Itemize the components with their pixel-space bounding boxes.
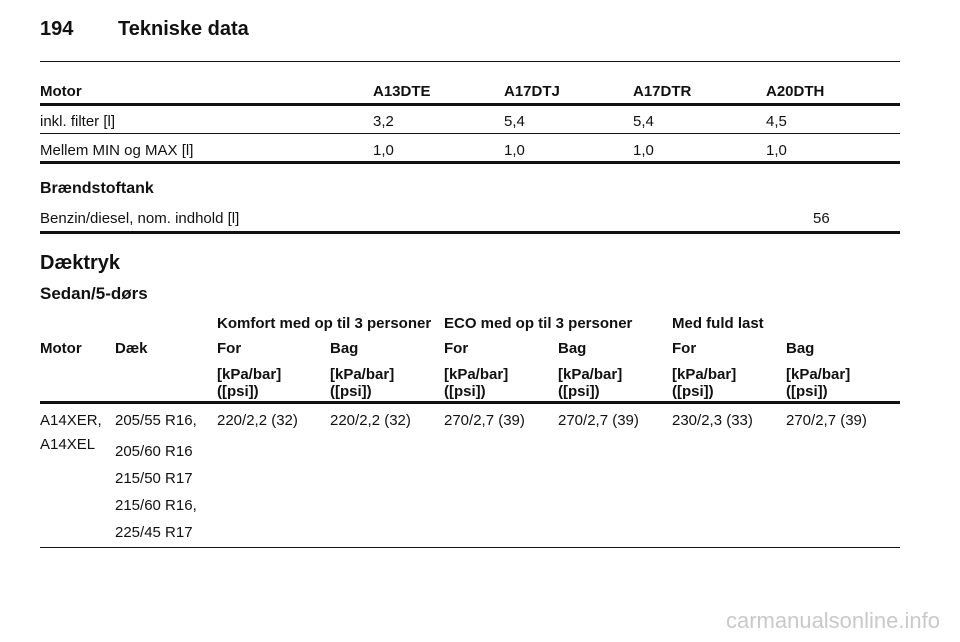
column-header-position: For — [444, 340, 469, 357]
column-header-motor: Motor — [40, 340, 82, 357]
column-header-motor: Motor — [40, 83, 82, 100]
page-number: 194 — [40, 18, 74, 40]
fuel-tank-value: 56 — [813, 210, 830, 227]
watermark: carmanualsonline.info — [725, 608, 940, 633]
column-unit: [kPa/bar] ([psi]) — [217, 366, 282, 400]
column-header-position: Bag — [558, 340, 587, 357]
motor-name: A14XER, — [40, 412, 102, 429]
fuel-tank-label: Benzin/diesel, nom. indhold [l] — [40, 210, 240, 227]
cell-value: 1,0 — [633, 142, 654, 159]
group-header-full-load: Med fuld last — [672, 315, 764, 332]
tire-header-rule — [40, 401, 900, 404]
tire-pressure-title: Dæktryk — [40, 252, 121, 274]
tire-size: 215/60 R16, — [115, 497, 197, 514]
cell-value: 4,5 — [766, 113, 787, 130]
column-unit: [kPa/bar] ([psi]) — [558, 366, 623, 400]
column-header-a13dte: A13DTE — [373, 83, 431, 100]
pressure-value: 230/2,3 (33) — [672, 412, 753, 429]
column-unit: [kPa/bar] ([psi]) — [444, 366, 509, 400]
column-header-a20dth: A20DTH — [766, 83, 825, 100]
page-title: Tekniske data — [118, 18, 249, 40]
cell-value: 1,0 — [766, 142, 787, 159]
row-label: Mellem MIN og MAX [l] — [40, 142, 194, 159]
column-header-position: For — [217, 340, 242, 357]
tire-size: 215/50 R17 — [115, 470, 193, 487]
column-unit: [kPa/bar] ([psi]) — [672, 366, 737, 400]
row-label: inkl. filter [l] — [40, 113, 116, 130]
group-header-eco: ECO med op til 3 personer — [444, 315, 633, 332]
header-divider — [40, 61, 900, 62]
table-header-rule — [40, 103, 900, 106]
column-header-position: Bag — [786, 340, 815, 357]
fuel-tank-rule — [40, 231, 900, 234]
row-divider — [40, 133, 900, 134]
tire-size: 205/60 R16 — [115, 443, 193, 460]
column-header-tire: Dæk — [115, 340, 148, 357]
tire-size: 225/45 R17 — [115, 524, 193, 541]
table-bottom-rule — [40, 161, 900, 164]
column-unit: [kPa/bar] ([psi]) — [330, 366, 395, 400]
cell-value: 5,4 — [633, 113, 654, 130]
cell-value: 3,2 — [373, 113, 394, 130]
column-header-position: Bag — [330, 340, 359, 357]
column-header-a17dtj: A17DTJ — [504, 83, 560, 100]
column-header-position: For — [672, 340, 697, 357]
pressure-value: 220/2,2 (32) — [217, 412, 298, 429]
column-header-a17dtr: A17DTR — [633, 83, 692, 100]
cell-value: 1,0 — [504, 142, 525, 159]
pressure-value: 270/2,7 (39) — [786, 412, 867, 429]
tire-bottom-rule — [40, 547, 900, 548]
tire-pressure-subtitle: Sedan/5-dørs — [40, 284, 148, 303]
fuel-tank-title: Brændstoftank — [40, 180, 154, 197]
motor-name: A14XEL — [40, 436, 96, 453]
cell-value: 5,4 — [504, 113, 525, 130]
cell-value: 1,0 — [373, 142, 394, 159]
tire-size: 205/55 R16, — [115, 412, 197, 429]
column-unit: [kPa/bar] ([psi]) — [786, 366, 851, 400]
pressure-value: 270/2,7 (39) — [558, 412, 639, 429]
group-header-comfort: Komfort med op til 3 personer — [217, 315, 432, 332]
pressure-value: 220/2,2 (32) — [330, 412, 411, 429]
pressure-value: 270/2,7 (39) — [444, 412, 525, 429]
